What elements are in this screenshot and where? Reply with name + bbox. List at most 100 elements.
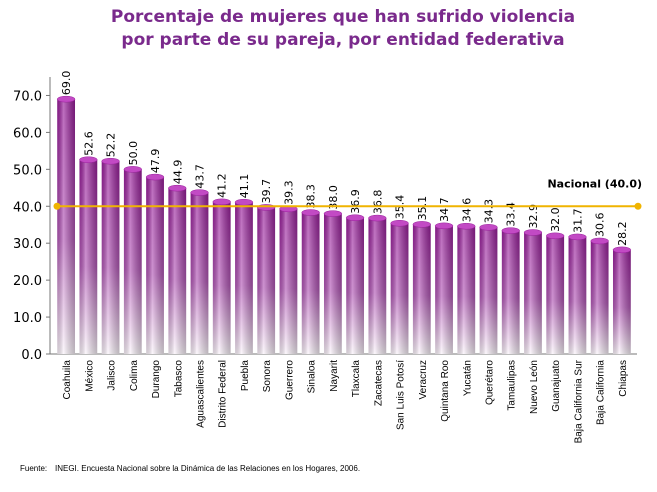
x-tick-label: Sonora bbox=[262, 360, 273, 393]
value-label: 36.9 bbox=[349, 189, 362, 214]
x-tick-label: Guanajuato bbox=[551, 360, 562, 412]
source-label: Fuente: bbox=[20, 464, 47, 473]
bar-shade bbox=[590, 240, 609, 354]
x-tick-label: México bbox=[84, 360, 95, 392]
bar-shade bbox=[257, 207, 276, 354]
x-tick-label: Veracruz bbox=[418, 360, 429, 399]
value-label: 35.1 bbox=[416, 196, 429, 221]
value-label: 34.3 bbox=[483, 199, 496, 224]
value-label: 50.0 bbox=[127, 141, 140, 166]
bar-cap bbox=[345, 214, 365, 221]
bar-shade bbox=[368, 218, 387, 354]
value-label: 41.1 bbox=[238, 174, 251, 199]
bar-cap bbox=[301, 209, 320, 216]
value-label: 47.9 bbox=[149, 149, 162, 174]
x-tick-label: Jalisco bbox=[107, 360, 118, 391]
value-label: 34.7 bbox=[438, 197, 451, 222]
y-tick-label: 0.0 bbox=[21, 348, 42, 363]
value-label: 34.6 bbox=[460, 198, 473, 223]
bar-cap bbox=[390, 220, 409, 227]
bar-shade bbox=[301, 212, 320, 354]
bar-shade bbox=[57, 99, 76, 354]
bar-cap bbox=[457, 222, 476, 230]
value-label: 43.7 bbox=[194, 164, 207, 189]
bar-cap bbox=[434, 222, 454, 230]
bar-shade bbox=[279, 208, 298, 354]
value-label: 38.3 bbox=[305, 184, 318, 209]
bar-cap bbox=[123, 166, 142, 173]
chart-title: Porcentaje de mujeres que han sufrido vi… bbox=[111, 7, 575, 27]
y-tick-label: 50.0 bbox=[13, 163, 42, 178]
bar-shade bbox=[146, 177, 164, 354]
bar-shade bbox=[101, 161, 120, 354]
bar-cap bbox=[212, 198, 231, 206]
x-tick-label: Baja California bbox=[596, 360, 607, 425]
x-tick-label: Durango bbox=[151, 360, 162, 399]
value-label: 39.3 bbox=[282, 180, 295, 205]
x-tick-label: Yucatán bbox=[462, 360, 473, 396]
x-tick-label: Chiapas bbox=[618, 360, 629, 397]
bar-shade bbox=[123, 169, 142, 354]
source-text: INEGI. Encuesta Nacional sobre la Dinámi… bbox=[55, 464, 360, 473]
bar-cap bbox=[479, 224, 498, 231]
bar-shade bbox=[568, 236, 587, 354]
reference-label: Nacional (40.0) bbox=[547, 177, 642, 190]
bar-shade bbox=[390, 223, 409, 354]
bar-shade bbox=[323, 213, 342, 354]
x-tick-label: Puebla bbox=[240, 360, 251, 392]
bar-shade bbox=[612, 249, 631, 354]
x-tick-label: Tlaxcala bbox=[351, 360, 362, 398]
x-tick-label: Aguascalientes bbox=[196, 360, 207, 428]
value-label: 30.6 bbox=[594, 212, 607, 237]
y-tick-label: 20.0 bbox=[13, 274, 42, 289]
bar-cap bbox=[368, 214, 387, 222]
bar-cap bbox=[234, 198, 254, 206]
x-tick-label: San Luis Potosí bbox=[396, 360, 407, 430]
value-label: 52.6 bbox=[82, 131, 95, 156]
bar-shade bbox=[479, 227, 498, 354]
x-tick-label: Nayarit bbox=[329, 360, 340, 392]
bar-cap bbox=[79, 156, 98, 163]
x-tick-label: Tamaulipas bbox=[507, 360, 518, 411]
value-label: 52.2 bbox=[105, 133, 118, 158]
x-tick-label: Nuevo León bbox=[529, 360, 540, 414]
bar-shade bbox=[412, 224, 431, 354]
y-tick-label: 40.0 bbox=[13, 200, 42, 215]
bar-cap bbox=[568, 233, 587, 241]
bar-cap bbox=[56, 95, 76, 103]
reference-point bbox=[53, 202, 61, 210]
y-tick-label: 30.0 bbox=[13, 237, 42, 252]
bar-shade bbox=[501, 230, 520, 354]
value-label: 39.7 bbox=[260, 179, 273, 204]
bar-shade bbox=[457, 226, 476, 354]
bar-shade bbox=[212, 201, 231, 354]
bar-cap bbox=[190, 189, 209, 196]
x-tick-label: Colima bbox=[129, 360, 140, 392]
bar-shade bbox=[546, 235, 565, 354]
y-tick-label: 70.0 bbox=[13, 89, 42, 104]
value-label: 44.9 bbox=[171, 160, 184, 185]
value-label: 32.9 bbox=[527, 204, 540, 229]
value-label: 41.2 bbox=[216, 173, 229, 198]
x-tick-label: Sinaloa bbox=[307, 360, 318, 394]
chart-title: por parte de su pareja, por entidad fede… bbox=[121, 30, 564, 50]
value-label: 36.8 bbox=[371, 190, 384, 215]
value-label: 33.4 bbox=[505, 202, 518, 227]
value-label: 28.2 bbox=[616, 221, 629, 246]
bar-cap bbox=[323, 210, 343, 217]
y-tick-label: 60.0 bbox=[13, 126, 42, 141]
bar-shade bbox=[79, 159, 98, 354]
bar-cap bbox=[612, 246, 632, 254]
bar-cap bbox=[501, 227, 520, 234]
x-tick-label: Guerrero bbox=[284, 360, 295, 400]
bar-cap bbox=[168, 184, 187, 192]
bar-cap bbox=[590, 237, 609, 245]
bar-shade bbox=[435, 225, 453, 354]
value-label: 31.7 bbox=[571, 208, 584, 233]
x-tick-label: Querétaro bbox=[485, 360, 496, 405]
x-tick-label: Coahuila bbox=[62, 360, 73, 400]
x-tick-label: Distrito Federal bbox=[218, 360, 229, 428]
bar-cap bbox=[145, 173, 165, 181]
bar-shade bbox=[190, 192, 209, 354]
